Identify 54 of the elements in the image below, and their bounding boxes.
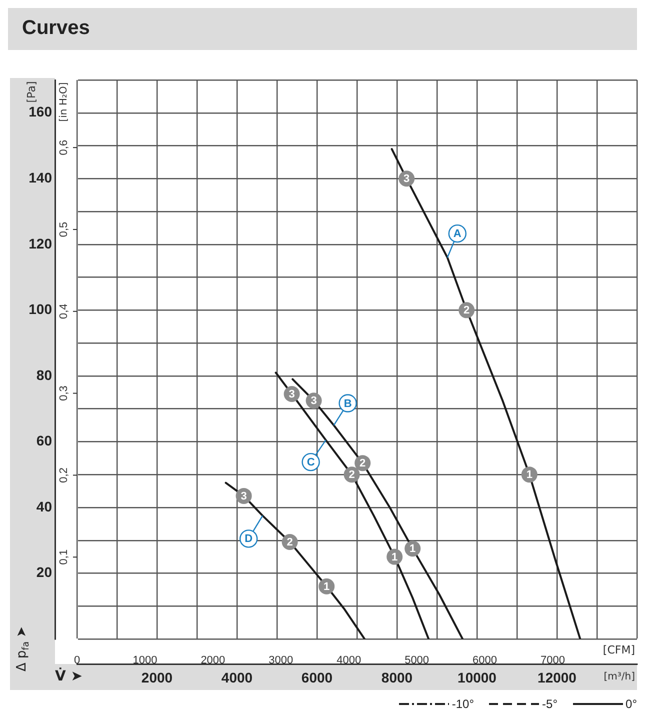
y2-tick-label: 0,2	[58, 468, 70, 483]
x2-tick-label: 7000	[540, 654, 565, 667]
chart-title: Curves	[8, 8, 637, 50]
y2-tick-label: 0,5	[58, 222, 70, 238]
text: V̇ ➤	[55, 667, 83, 685]
series-label: C	[306, 456, 315, 469]
x-tick-label: 6000	[301, 669, 333, 686]
annotation: 1	[526, 469, 532, 482]
y2-axis-title: [in H₂O]	[58, 82, 70, 122]
text: -5°	[542, 697, 558, 711]
y-tick-label: 140	[28, 170, 52, 186]
y-tick-label: 160	[28, 104, 52, 120]
annotation: 2	[286, 536, 293, 549]
x-tick-label: 8000	[381, 669, 413, 686]
y-tick-label: 120	[28, 235, 52, 252]
x2-tick-label: 4000	[336, 654, 362, 667]
y-axis-title: [Pa]	[24, 81, 38, 103]
annotation: 3	[240, 490, 247, 502]
text: 0°	[626, 697, 637, 711]
y-tick-label: 20	[36, 564, 52, 580]
series-label: B	[344, 398, 352, 410]
annotation: 3	[310, 395, 317, 408]
annotation: 3	[288, 388, 295, 401]
text: -10°	[452, 697, 474, 711]
x2-axis-title: [CFM]	[602, 643, 636, 656]
annotation: 1	[410, 543, 416, 556]
y2-tick-label: 0,1	[58, 549, 70, 565]
x2-tick-label: 3000	[268, 654, 294, 667]
x2-tick-label: 0	[74, 654, 80, 667]
x2-tick-label: 5000	[404, 654, 430, 667]
x2-tick-label: 6000	[472, 654, 498, 667]
annotation: 3	[404, 173, 410, 186]
y2-tick-label: 0,3	[58, 386, 70, 401]
y2-tick-label: 0,4	[58, 304, 70, 320]
annotation: 2	[464, 304, 470, 317]
series-label: D	[244, 533, 253, 546]
series-label: A	[453, 228, 462, 240]
x-tick-label: 4000	[221, 669, 253, 686]
y-tick-label: 60	[36, 432, 52, 449]
annotation: 1	[392, 551, 398, 564]
x-axis-title: [m³/h]	[604, 672, 636, 683]
x2-tick-label: 2000	[200, 654, 226, 667]
annotation: 2	[348, 469, 355, 482]
x-tick-label: 10000	[458, 669, 497, 686]
annotation: 2	[360, 458, 366, 470]
y-tick-label: 40	[36, 498, 52, 514]
x2-tick-label: 1000	[132, 654, 158, 667]
text: Δ pfa ➤	[14, 626, 32, 672]
x-tick-label: 12000	[538, 669, 577, 686]
x-tick-label: 2000	[141, 669, 173, 686]
y-tick-label: 100	[28, 301, 52, 318]
y-tick-label: 80	[36, 366, 52, 383]
annotation: 1	[324, 580, 330, 593]
y2-tick-label: 0,6	[58, 140, 70, 156]
